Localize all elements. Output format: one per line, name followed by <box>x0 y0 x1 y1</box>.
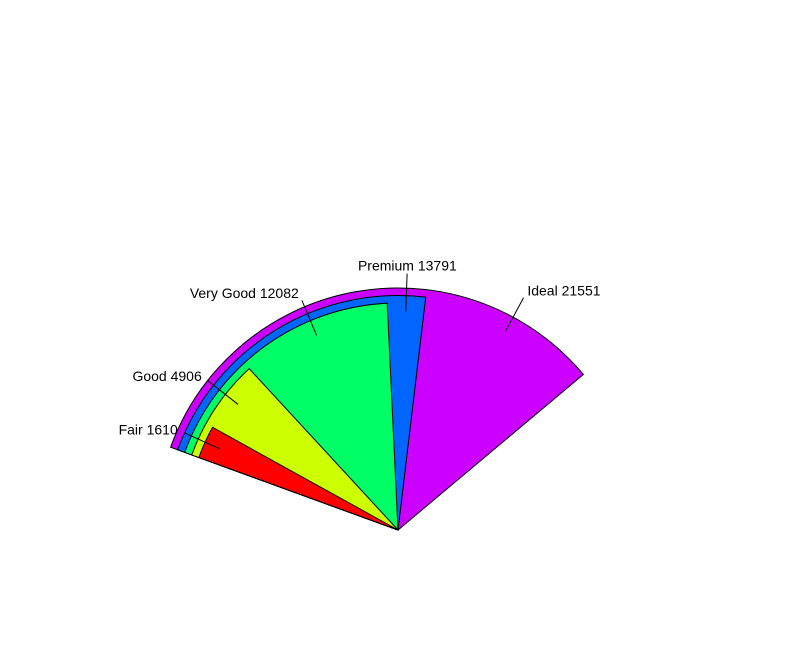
slices-layer <box>169 287 585 531</box>
label-fair: Fair 1610 <box>119 422 178 438</box>
labels-layer: Fair 1610 Good 4906 Very Good 12082 Premium… <box>119 258 601 450</box>
leader-line-good <box>207 380 239 405</box>
leader-line-ideal <box>505 297 524 332</box>
label-premium: Premium 13791 <box>358 258 457 274</box>
slice-good <box>191 367 399 531</box>
leader-line-premium <box>405 273 408 312</box>
label-ideal: Ideal 21551 <box>527 283 600 299</box>
label-good: Good 4906 <box>132 368 201 384</box>
leader-line-fair <box>184 432 220 450</box>
label-very-good: Very Good 12082 <box>190 285 299 301</box>
leader-line-very-good <box>301 300 318 336</box>
